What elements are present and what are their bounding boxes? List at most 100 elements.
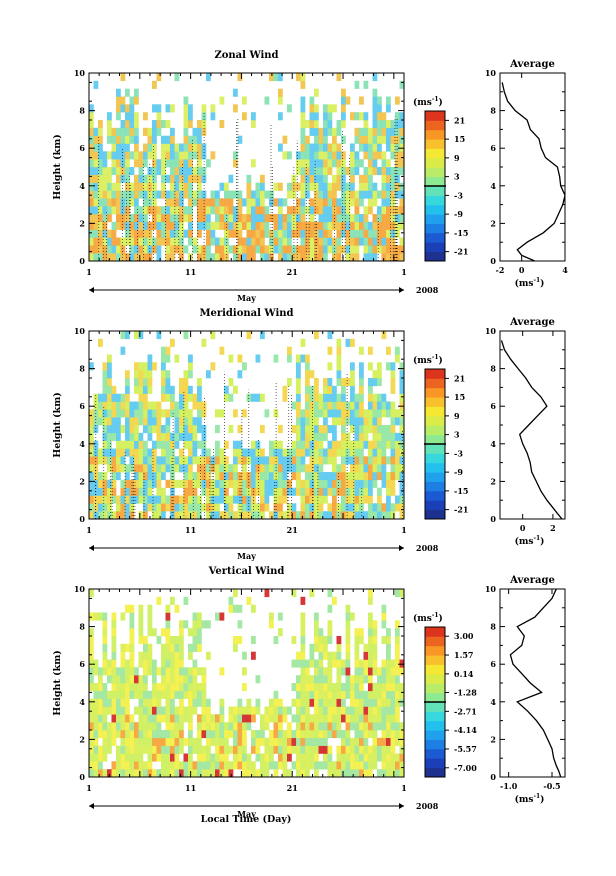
heatmap-cell — [282, 214, 288, 223]
heatmap-cell — [107, 464, 112, 473]
heatmap-cell — [120, 159, 126, 168]
heatmap-cell — [228, 511, 234, 520]
heatmap-cell — [368, 464, 373, 473]
heatmap-cell — [161, 440, 166, 449]
heatmap-cell — [98, 237, 103, 246]
heatmap-cell — [327, 620, 333, 629]
heatmap-cell — [314, 206, 319, 215]
heatmap-cell — [359, 182, 364, 191]
heatmap-cell — [287, 769, 292, 778]
heatmap-cell — [246, 722, 252, 731]
heatmap-cell — [93, 417, 99, 426]
heatmap-cell — [134, 229, 139, 238]
heatmap-cell — [300, 96, 306, 105]
heatmap-cell — [242, 253, 247, 262]
heatmap-cell — [372, 378, 378, 387]
heatmap-cell — [152, 401, 157, 410]
heatmap-cell — [300, 628, 306, 637]
heatmap-cell — [341, 409, 346, 418]
heatmap-cell — [143, 737, 148, 746]
heatmap-cell — [314, 440, 319, 449]
heatmap-cell — [381, 675, 387, 684]
heatmap-cell — [152, 135, 157, 144]
colorbar-band — [425, 711, 445, 722]
heatmap-cell — [372, 628, 378, 637]
heatmap-cell — [134, 159, 139, 168]
heatmap-cell — [269, 612, 274, 621]
colorbar-tick-label: -9 — [454, 209, 463, 219]
heatmap-cell — [345, 338, 351, 347]
heatmap-cell — [264, 472, 270, 481]
heatmap-cell — [107, 456, 112, 465]
heatmap-cell — [179, 393, 184, 402]
heatmap-cell — [116, 456, 121, 465]
heatmap-cell — [350, 182, 355, 191]
profile-y-tick-label: 0 — [490, 256, 496, 266]
heatmap-cell — [125, 706, 130, 715]
heatmap-cell — [206, 198, 211, 207]
heatmap-cell — [314, 174, 319, 183]
heatmap-cell — [251, 229, 256, 238]
heatmap-cell — [332, 698, 337, 707]
heatmap-cell — [215, 214, 220, 223]
heatmap-cell — [350, 440, 355, 449]
heatmap-cell — [116, 722, 121, 731]
heatmap-cell — [93, 151, 99, 160]
heatmap-cell — [174, 409, 180, 418]
heatmap-cell — [201, 104, 207, 113]
x-tick-label: 21 — [287, 267, 298, 277]
heatmap-cell — [138, 730, 144, 739]
heatmap-cell — [111, 401, 117, 410]
heatmap-cell — [179, 245, 184, 254]
heatmap-cell — [98, 198, 103, 207]
heatmap-cell — [350, 495, 355, 504]
heatmap-cell — [354, 769, 360, 778]
heatmap-cell — [300, 448, 306, 457]
heatmap-cell — [332, 596, 337, 605]
heatmap-cell — [341, 440, 346, 449]
heatmap-cell — [323, 683, 328, 692]
heatmap-cell — [188, 651, 193, 660]
heatmap-cell — [287, 722, 292, 731]
heatmap-cell — [386, 503, 391, 512]
heatmap-cell — [300, 425, 306, 434]
heatmap-cell — [341, 714, 346, 723]
heatmap-cell — [336, 651, 342, 660]
heatmap-cell — [156, 120, 162, 129]
heatmap-cell — [215, 440, 220, 449]
heatmap-cell — [359, 385, 364, 394]
heatmap-cell — [386, 769, 391, 778]
heatmap-cell — [138, 331, 144, 340]
heatmap-cell — [188, 737, 193, 746]
heatmap-cell — [327, 206, 333, 215]
heatmap-cell — [377, 221, 382, 230]
heatmap-cell — [138, 440, 144, 449]
heatmap-cell — [210, 112, 216, 121]
heatmap-cell — [309, 737, 315, 746]
heatmap-cell — [143, 745, 148, 754]
heatmap-cell — [111, 620, 117, 629]
heatmap-cell — [354, 221, 360, 230]
heatmap-cell — [156, 229, 162, 238]
heatmap-cell — [341, 667, 346, 676]
heatmap-cell — [314, 112, 319, 121]
heatmap-cell — [399, 221, 405, 230]
heatmap-cell — [129, 495, 135, 504]
heatmap-cell — [264, 745, 270, 754]
heatmap-cell — [201, 698, 207, 707]
heatmap-cell — [183, 479, 189, 488]
heatmap-cell — [282, 448, 288, 457]
heatmap-cell — [102, 659, 108, 668]
heatmap-cell — [197, 135, 202, 144]
profile-y-tick-label: 6 — [490, 401, 496, 411]
heatmap-cell — [309, 425, 315, 434]
heatmap-cell — [134, 96, 139, 105]
heatmap-cell — [309, 745, 315, 754]
heatmap-cell — [89, 143, 94, 152]
heatmap-cell — [372, 198, 378, 207]
heatmap-cell — [305, 151, 310, 160]
heatmap-cell — [129, 737, 135, 746]
heatmap-cell — [278, 96, 283, 105]
heatmap-cell — [89, 112, 94, 121]
heatmap-cell — [273, 237, 279, 246]
